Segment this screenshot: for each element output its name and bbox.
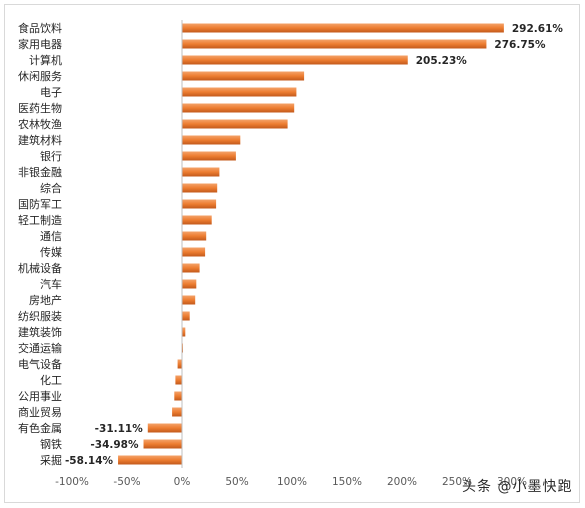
data-label: -31.11% <box>95 423 144 435</box>
data-label: 205.23% <box>416 55 468 67</box>
category-label: 建筑材料 <box>18 133 62 147</box>
x-tick-label: 250% <box>442 476 472 488</box>
category-label: 通信 <box>40 230 62 243</box>
bar-25 <box>147 423 182 433</box>
bar-3 <box>182 71 305 81</box>
bar-5 <box>182 103 295 113</box>
category-label: 医药生物 <box>18 101 62 115</box>
category-label: 计算机 <box>29 53 62 67</box>
bar-8 <box>182 151 236 161</box>
category-label: 国防军工 <box>18 197 62 211</box>
category-label: 有色金属 <box>18 421 62 435</box>
bar-17 <box>182 295 196 305</box>
category-label: 食品饮料 <box>18 21 62 35</box>
x-tick-label: 300% <box>497 476 527 488</box>
category-label: 采掘 <box>40 453 62 467</box>
bar-10 <box>182 183 218 193</box>
category-label: 传媒 <box>40 246 62 259</box>
category-label: 化工 <box>40 373 62 387</box>
category-label: 电子 <box>40 86 62 99</box>
category-label: 商业贸易 <box>18 405 62 419</box>
category-label: 家用电器 <box>18 37 62 51</box>
category-label: 建筑装饰 <box>18 325 62 339</box>
category-label: 纺织服装 <box>18 309 62 323</box>
bar-1 <box>182 39 487 49</box>
bar-7 <box>182 135 241 145</box>
bar-22 <box>175 375 182 385</box>
bar-0 <box>182 23 504 33</box>
bar-15 <box>182 263 200 273</box>
data-label: 276.75% <box>494 39 546 51</box>
bar-6 <box>182 119 288 129</box>
bar-11 <box>182 199 217 209</box>
category-label: 电气设备 <box>18 357 62 371</box>
category-label: 休闲服务 <box>18 69 62 83</box>
chart-frame <box>4 4 580 503</box>
data-label: -58.14% <box>65 455 114 467</box>
category-label: 机械设备 <box>18 261 62 275</box>
x-tick-label: 0% <box>174 476 191 488</box>
bar-12 <box>182 215 212 225</box>
category-label: 交通运输 <box>18 341 62 355</box>
data-label: -34.98% <box>90 439 139 451</box>
category-label: 银行 <box>40 149 62 163</box>
x-tick-label: 100% <box>277 476 307 488</box>
bar-13 <box>182 231 207 241</box>
bar-21 <box>177 359 182 369</box>
x-tick-label: 200% <box>387 476 417 488</box>
bar-2 <box>182 55 408 65</box>
bar-16 <box>182 279 197 289</box>
category-label: 钢铁 <box>40 438 62 451</box>
bar-23 <box>174 391 182 401</box>
x-tick-label: 50% <box>225 476 248 488</box>
x-tick-label: -100% <box>55 476 89 488</box>
category-label: 房地产 <box>29 293 62 307</box>
bar-24 <box>172 407 182 417</box>
x-tick-label: -50% <box>113 476 140 488</box>
bar-27 <box>118 455 182 465</box>
x-tick-label: 150% <box>332 476 362 488</box>
category-label: 公用事业 <box>18 390 62 403</box>
bar-9 <box>182 167 220 177</box>
watermark: 头条 @小墨快跑 <box>462 479 573 495</box>
category-label: 非银金融 <box>18 165 62 179</box>
category-label: 综合 <box>40 181 62 195</box>
category-label: 农林牧渔 <box>18 117 62 131</box>
bar-26 <box>143 439 182 449</box>
bar-14 <box>182 247 206 257</box>
category-label: 轻工制造 <box>18 213 62 227</box>
bar-4 <box>182 87 297 97</box>
bar-19 <box>182 327 186 337</box>
category-label: 汽车 <box>40 277 62 291</box>
bar-18 <box>182 311 190 321</box>
data-label: 292.61% <box>512 23 564 35</box>
